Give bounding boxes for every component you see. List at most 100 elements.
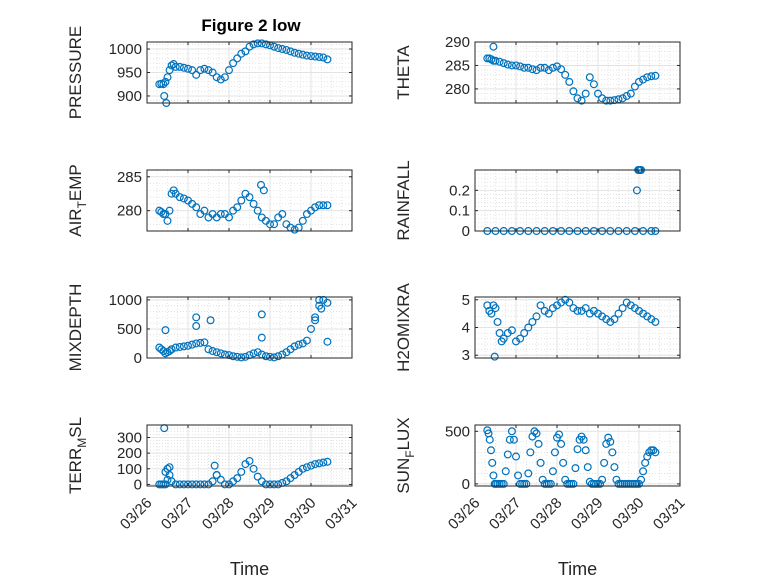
data-point	[503, 60, 512, 69]
data-point	[550, 448, 559, 457]
data-point	[626, 89, 635, 98]
data-point	[171, 343, 180, 352]
data-point	[274, 44, 283, 53]
data-point	[237, 353, 246, 362]
data-point	[507, 61, 516, 70]
axes-box	[146, 424, 353, 487]
axes-box	[474, 41, 681, 104]
data-point	[171, 480, 180, 489]
data-point	[163, 475, 172, 484]
data-point	[499, 479, 508, 488]
data-point	[581, 304, 590, 313]
y-tick-label: 1000	[109, 292, 142, 309]
data-point	[161, 480, 170, 489]
data-point	[604, 433, 613, 442]
data-point	[323, 337, 332, 346]
data-point	[225, 66, 234, 75]
y-axis-label-subscript: M	[75, 438, 89, 448]
data-point	[315, 201, 324, 210]
data-point	[509, 435, 518, 444]
y-axis-label-main: SUN	[394, 458, 413, 494]
data-point	[536, 63, 545, 72]
data-point	[274, 480, 283, 489]
data-point	[524, 469, 533, 478]
data-point	[598, 94, 607, 103]
data-point	[188, 66, 197, 75]
subplot-2: 280 285 290 THETA	[394, 34, 681, 105]
data-point	[573, 306, 582, 315]
data-point	[192, 313, 201, 322]
data-point	[208, 68, 217, 77]
y-tick-label: 0.2	[449, 182, 470, 199]
data-point	[175, 62, 184, 71]
data-point	[302, 336, 311, 345]
y-tick-label: 280	[445, 81, 470, 98]
data-point	[483, 301, 492, 310]
y-tick-label: 0	[134, 476, 142, 493]
data-point	[593, 89, 602, 98]
data-point	[524, 63, 533, 72]
data-point	[649, 446, 658, 455]
data-point	[192, 339, 201, 348]
data-point	[608, 448, 617, 457]
data-point	[241, 47, 250, 56]
data-point	[490, 352, 499, 361]
y-tick-label: 285	[445, 57, 470, 74]
data-point	[184, 480, 193, 489]
data-point	[606, 437, 615, 446]
data-point	[487, 309, 496, 318]
data-point	[618, 94, 627, 103]
data-point	[639, 75, 648, 84]
data-point	[220, 480, 229, 489]
data-point	[532, 429, 541, 438]
data-point	[257, 39, 266, 48]
y-axis-label: H2OMIXRA	[394, 282, 413, 371]
y-axis-label-subscript: F	[403, 450, 417, 457]
data-point	[249, 349, 258, 358]
data-point	[637, 475, 646, 484]
data-point	[596, 479, 605, 488]
data-point	[179, 342, 188, 351]
subplot-1: 900 950 1000 PRESSURE	[66, 26, 353, 119]
data-point	[546, 479, 555, 488]
y-tick-label: 0	[462, 223, 470, 240]
data-point	[499, 59, 508, 68]
data-point	[253, 472, 262, 481]
data-point	[647, 72, 656, 81]
y-axis-label-main: AIR	[66, 208, 85, 236]
data-point	[311, 316, 320, 325]
data-point	[323, 457, 332, 466]
data-point	[651, 71, 660, 80]
y-axis-label-main: RAINFALL	[394, 160, 413, 240]
data-point	[501, 467, 510, 476]
data-point	[192, 480, 201, 489]
y-tick-label: 0	[462, 476, 470, 493]
x-axis-label: Time	[230, 559, 269, 579]
data-point	[307, 324, 316, 333]
y-tick-label: 3	[462, 347, 470, 364]
data-point	[245, 42, 254, 51]
data-point	[270, 42, 279, 51]
data-point	[163, 464, 172, 473]
series-markers	[155, 180, 332, 234]
data-point	[488, 458, 497, 467]
data-point	[167, 61, 176, 70]
data-point	[192, 203, 201, 212]
data-point	[524, 323, 533, 332]
data-point	[514, 471, 523, 480]
data-point	[645, 448, 654, 457]
data-point	[200, 480, 209, 489]
data-point	[298, 50, 307, 59]
data-point	[634, 479, 643, 488]
data-point	[216, 349, 225, 358]
data-point	[257, 333, 266, 342]
data-point	[233, 474, 242, 483]
data-point	[208, 347, 217, 356]
data-point	[555, 430, 564, 439]
data-point	[319, 458, 328, 467]
data-point	[253, 206, 262, 215]
data-point	[573, 445, 582, 454]
data-point	[302, 51, 311, 60]
data-point	[569, 87, 578, 96]
